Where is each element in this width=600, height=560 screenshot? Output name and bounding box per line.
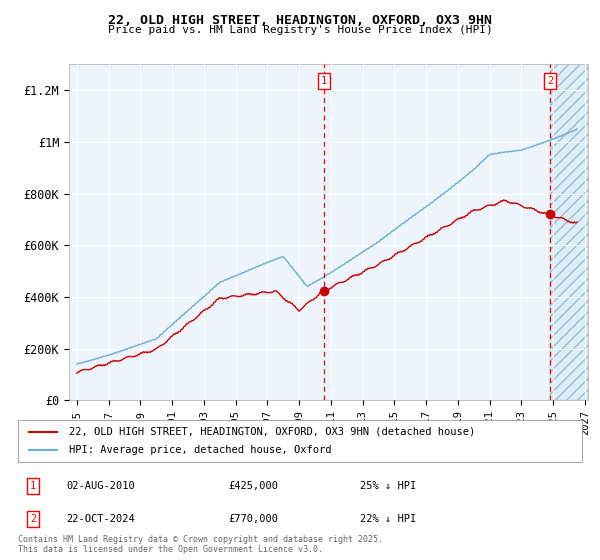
Text: 1: 1 <box>321 76 328 86</box>
Text: Contains HM Land Registry data © Crown copyright and database right 2025.
This d: Contains HM Land Registry data © Crown c… <box>18 535 383 554</box>
Bar <box>550 64 588 400</box>
Text: 22, OLD HIGH STREET, HEADINGTON, OXFORD, OX3 9HN: 22, OLD HIGH STREET, HEADINGTON, OXFORD,… <box>108 14 492 27</box>
Text: 2: 2 <box>30 514 36 524</box>
Text: 1: 1 <box>30 481 36 491</box>
Text: 22-OCT-2024: 22-OCT-2024 <box>66 514 135 524</box>
Text: £425,000: £425,000 <box>228 481 278 491</box>
Text: 2: 2 <box>547 76 553 86</box>
Text: £770,000: £770,000 <box>228 514 278 524</box>
Text: 02-AUG-2010: 02-AUG-2010 <box>66 481 135 491</box>
FancyBboxPatch shape <box>18 420 582 462</box>
Text: HPI: Average price, detached house, Oxford: HPI: Average price, detached house, Oxfo… <box>69 445 331 455</box>
Text: 22, OLD HIGH STREET, HEADINGTON, OXFORD, OX3 9HN (detached house): 22, OLD HIGH STREET, HEADINGTON, OXFORD,… <box>69 427 475 437</box>
Text: 22% ↓ HPI: 22% ↓ HPI <box>360 514 416 524</box>
Bar <box>550 64 588 400</box>
Text: 25% ↓ HPI: 25% ↓ HPI <box>360 481 416 491</box>
Text: Price paid vs. HM Land Registry's House Price Index (HPI): Price paid vs. HM Land Registry's House … <box>107 25 493 35</box>
